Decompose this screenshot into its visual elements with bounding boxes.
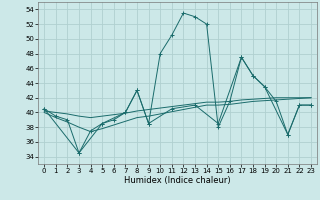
X-axis label: Humidex (Indice chaleur): Humidex (Indice chaleur) bbox=[124, 176, 231, 185]
